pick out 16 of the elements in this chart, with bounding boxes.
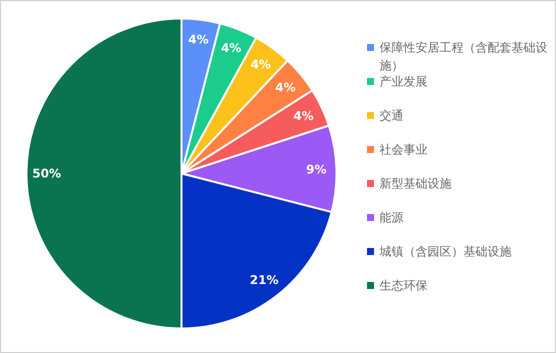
data-label: 9%: [306, 162, 326, 176]
data-label: 4%: [250, 57, 271, 72]
data-label: 4%: [220, 41, 242, 56]
data-label: 4%: [275, 80, 296, 95]
data-label: 4%: [293, 109, 314, 124]
legend-label: 保障性安居工程（含配套基础设施）: [380, 40, 548, 73]
data-label: 4%: [188, 32, 209, 47]
legend-label: 城镇（含园区）基础设施: [378, 244, 512, 258]
legend-label: 社会事业: [380, 142, 428, 156]
legend-label: 能源: [380, 210, 404, 224]
legend-label: 产业发展: [380, 74, 428, 88]
legend-label: 生态环保: [380, 278, 428, 292]
legend-label: 交通: [380, 108, 404, 122]
data-label: 21%: [250, 273, 279, 288]
legend-label: 新型基础设施: [380, 176, 452, 190]
data-label: 50%: [32, 166, 62, 180]
